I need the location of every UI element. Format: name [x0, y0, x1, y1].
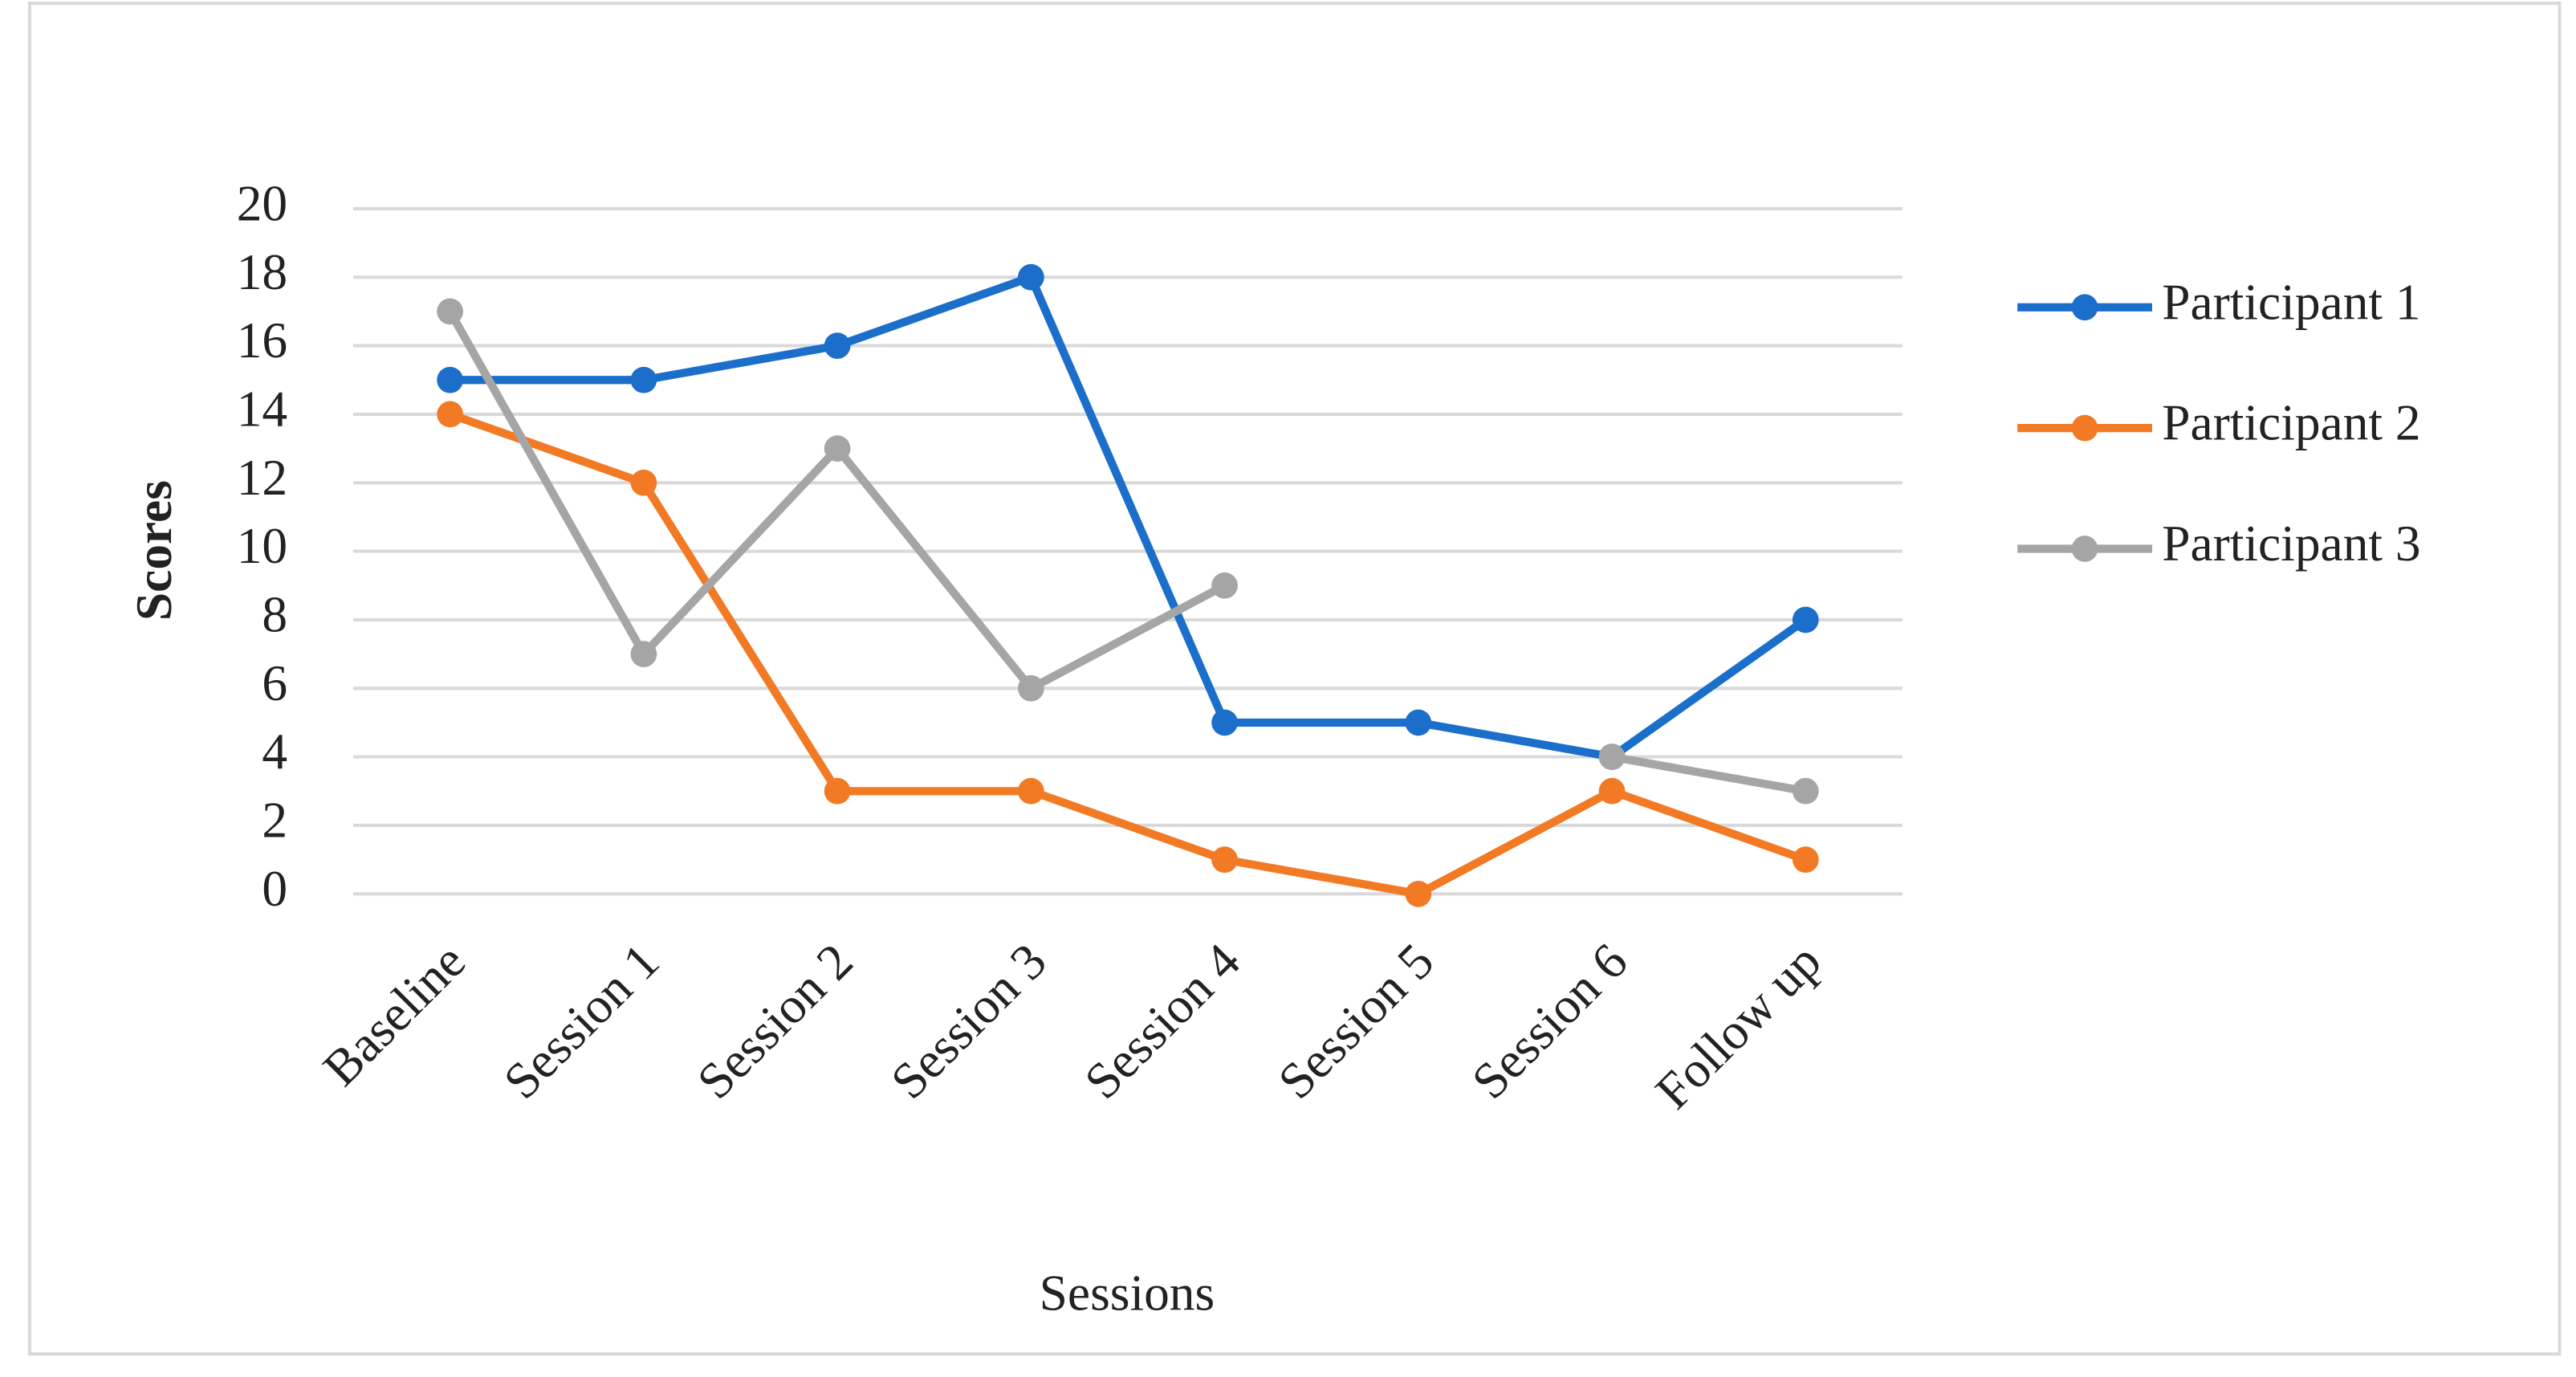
y-tick-label: 16 — [237, 312, 287, 369]
legend-label: Participant 2 — [2162, 394, 2420, 451]
y-tick-label: 0 — [262, 860, 287, 917]
y-tick-label: 20 — [237, 174, 287, 231]
y-tick-label: 6 — [262, 654, 287, 711]
data-point — [1017, 777, 1044, 805]
data-point — [1598, 743, 1626, 771]
y-tick-label: 2 — [262, 792, 287, 849]
legend-label: Participant 1 — [2162, 273, 2420, 330]
legend-marker — [2071, 294, 2098, 321]
data-point — [1792, 606, 1819, 634]
chart-border — [27, 2, 2562, 1356]
data-point — [1598, 777, 1626, 805]
data-point — [1792, 777, 1819, 805]
data-point — [824, 777, 851, 805]
series-line — [448, 410, 1807, 898]
data-point — [1405, 880, 1432, 907]
data-point — [824, 332, 851, 359]
data-point — [630, 366, 657, 393]
y-tick-label: 8 — [262, 586, 287, 643]
data-point — [824, 435, 851, 462]
y-tick-label: 18 — [237, 243, 287, 300]
data-point — [1792, 846, 1819, 874]
x-axis-title: Sessions — [1040, 1264, 1215, 1321]
data-point — [1405, 709, 1432, 736]
data-point — [1211, 572, 1238, 599]
y-tick-label: 10 — [237, 517, 287, 574]
y-tick-label: 14 — [237, 380, 287, 437]
legend-marker — [2071, 414, 2098, 442]
data-point — [630, 469, 657, 496]
y-axis-title: Scores — [125, 480, 182, 621]
legend-marker — [2071, 536, 2098, 562]
data-point — [1017, 674, 1044, 702]
data-point — [437, 366, 464, 393]
data-point — [437, 298, 464, 325]
data-point — [1211, 709, 1238, 736]
data-point — [437, 401, 464, 428]
legend-label: Participant 3 — [2162, 515, 2420, 572]
data-point — [630, 641, 657, 667]
data-point — [1211, 846, 1238, 874]
y-tick-label: 12 — [237, 449, 287, 506]
series-line — [450, 273, 1809, 761]
data-point — [1017, 263, 1044, 291]
y-tick-label: 4 — [262, 723, 287, 780]
